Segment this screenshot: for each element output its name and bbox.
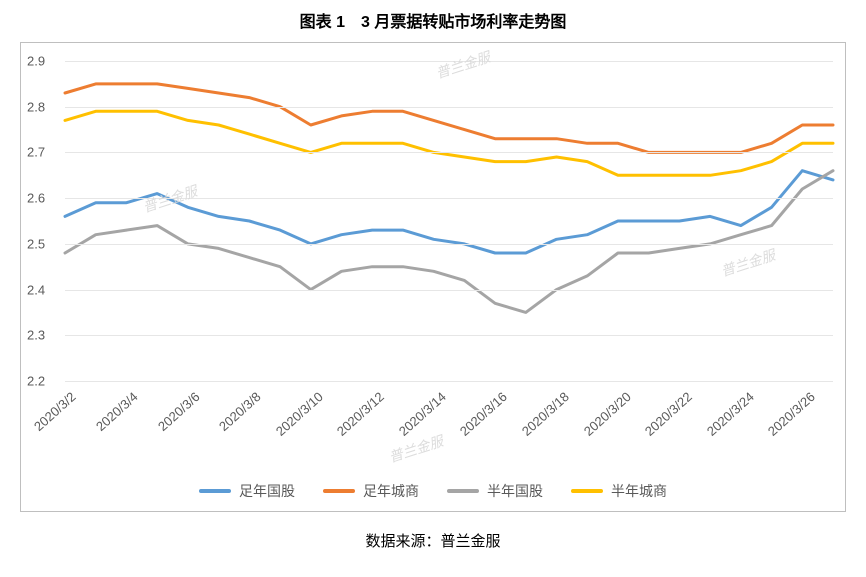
legend-label: 半年城商	[611, 481, 667, 501]
chart-box: 2.22.32.42.52.62.72.82.9普兰金服普兰金服普兰金服普兰金服…	[20, 42, 846, 512]
y-axis-label: 2.9	[27, 54, 45, 69]
x-axis-labels: 2020/3/22020/3/42020/3/62020/3/82020/3/1…	[65, 385, 833, 475]
x-axis-label: 2020/3/18	[519, 389, 572, 439]
y-axis-label: 2.3	[27, 328, 45, 343]
legend-swatch	[447, 489, 479, 493]
legend-swatch	[199, 489, 231, 493]
series-line	[65, 111, 833, 175]
gridline	[65, 198, 833, 199]
y-axis-label: 2.7	[27, 145, 45, 160]
gridline	[65, 61, 833, 62]
y-axis-label: 2.5	[27, 236, 45, 251]
x-axis-label: 2020/3/26	[765, 389, 818, 439]
gridline	[65, 244, 833, 245]
figure-container: 图表 1 3 月票据转贴市场利率走势图 2.22.32.42.52.62.72.…	[0, 0, 866, 561]
x-axis-label: 2020/3/10	[272, 389, 325, 439]
y-axis-label: 2.2	[27, 374, 45, 389]
legend-item: 半年国股	[447, 481, 543, 501]
x-axis-label: 2020/3/6	[155, 389, 203, 434]
legend-label: 足年国股	[239, 481, 295, 501]
y-axis-label: 2.6	[27, 191, 45, 206]
legend-label: 足年城商	[363, 481, 419, 501]
plot-area: 2.22.32.42.52.62.72.82.9普兰金服普兰金服普兰金服普兰金服	[65, 61, 833, 381]
legend-item: 足年国股	[199, 481, 295, 501]
x-axis-label: 2020/3/4	[93, 389, 141, 434]
x-axis-label: 2020/3/14	[396, 389, 449, 439]
source-label: 数据来源：普兰金服	[20, 530, 846, 551]
legend-swatch	[571, 489, 603, 493]
x-axis-label: 2020/3/12	[334, 389, 387, 439]
x-axis-label: 2020/3/20	[580, 389, 633, 439]
gridline	[65, 335, 833, 336]
x-axis-label: 2020/3/8	[216, 389, 264, 434]
gridline	[65, 381, 833, 382]
gridline	[65, 152, 833, 153]
x-axis-label: 2020/3/2	[31, 389, 79, 434]
line-series-svg	[65, 61, 833, 381]
x-axis-label: 2020/3/22	[642, 389, 695, 439]
legend-label: 半年国股	[487, 481, 543, 501]
gridline	[65, 290, 833, 291]
x-axis-label: 2020/3/24	[704, 389, 757, 439]
legend-item: 足年城商	[323, 481, 419, 501]
x-axis-label: 2020/3/16	[457, 389, 510, 439]
y-axis-label: 2.4	[27, 282, 45, 297]
legend-item: 半年城商	[571, 481, 667, 501]
gridline	[65, 107, 833, 108]
legend-swatch	[323, 489, 355, 493]
chart-title: 图表 1 3 月票据转贴市场利率走势图	[20, 8, 846, 32]
y-axis-label: 2.8	[27, 99, 45, 114]
legend: 足年国股 足年城商 半年国股 半年城商	[21, 480, 845, 501]
